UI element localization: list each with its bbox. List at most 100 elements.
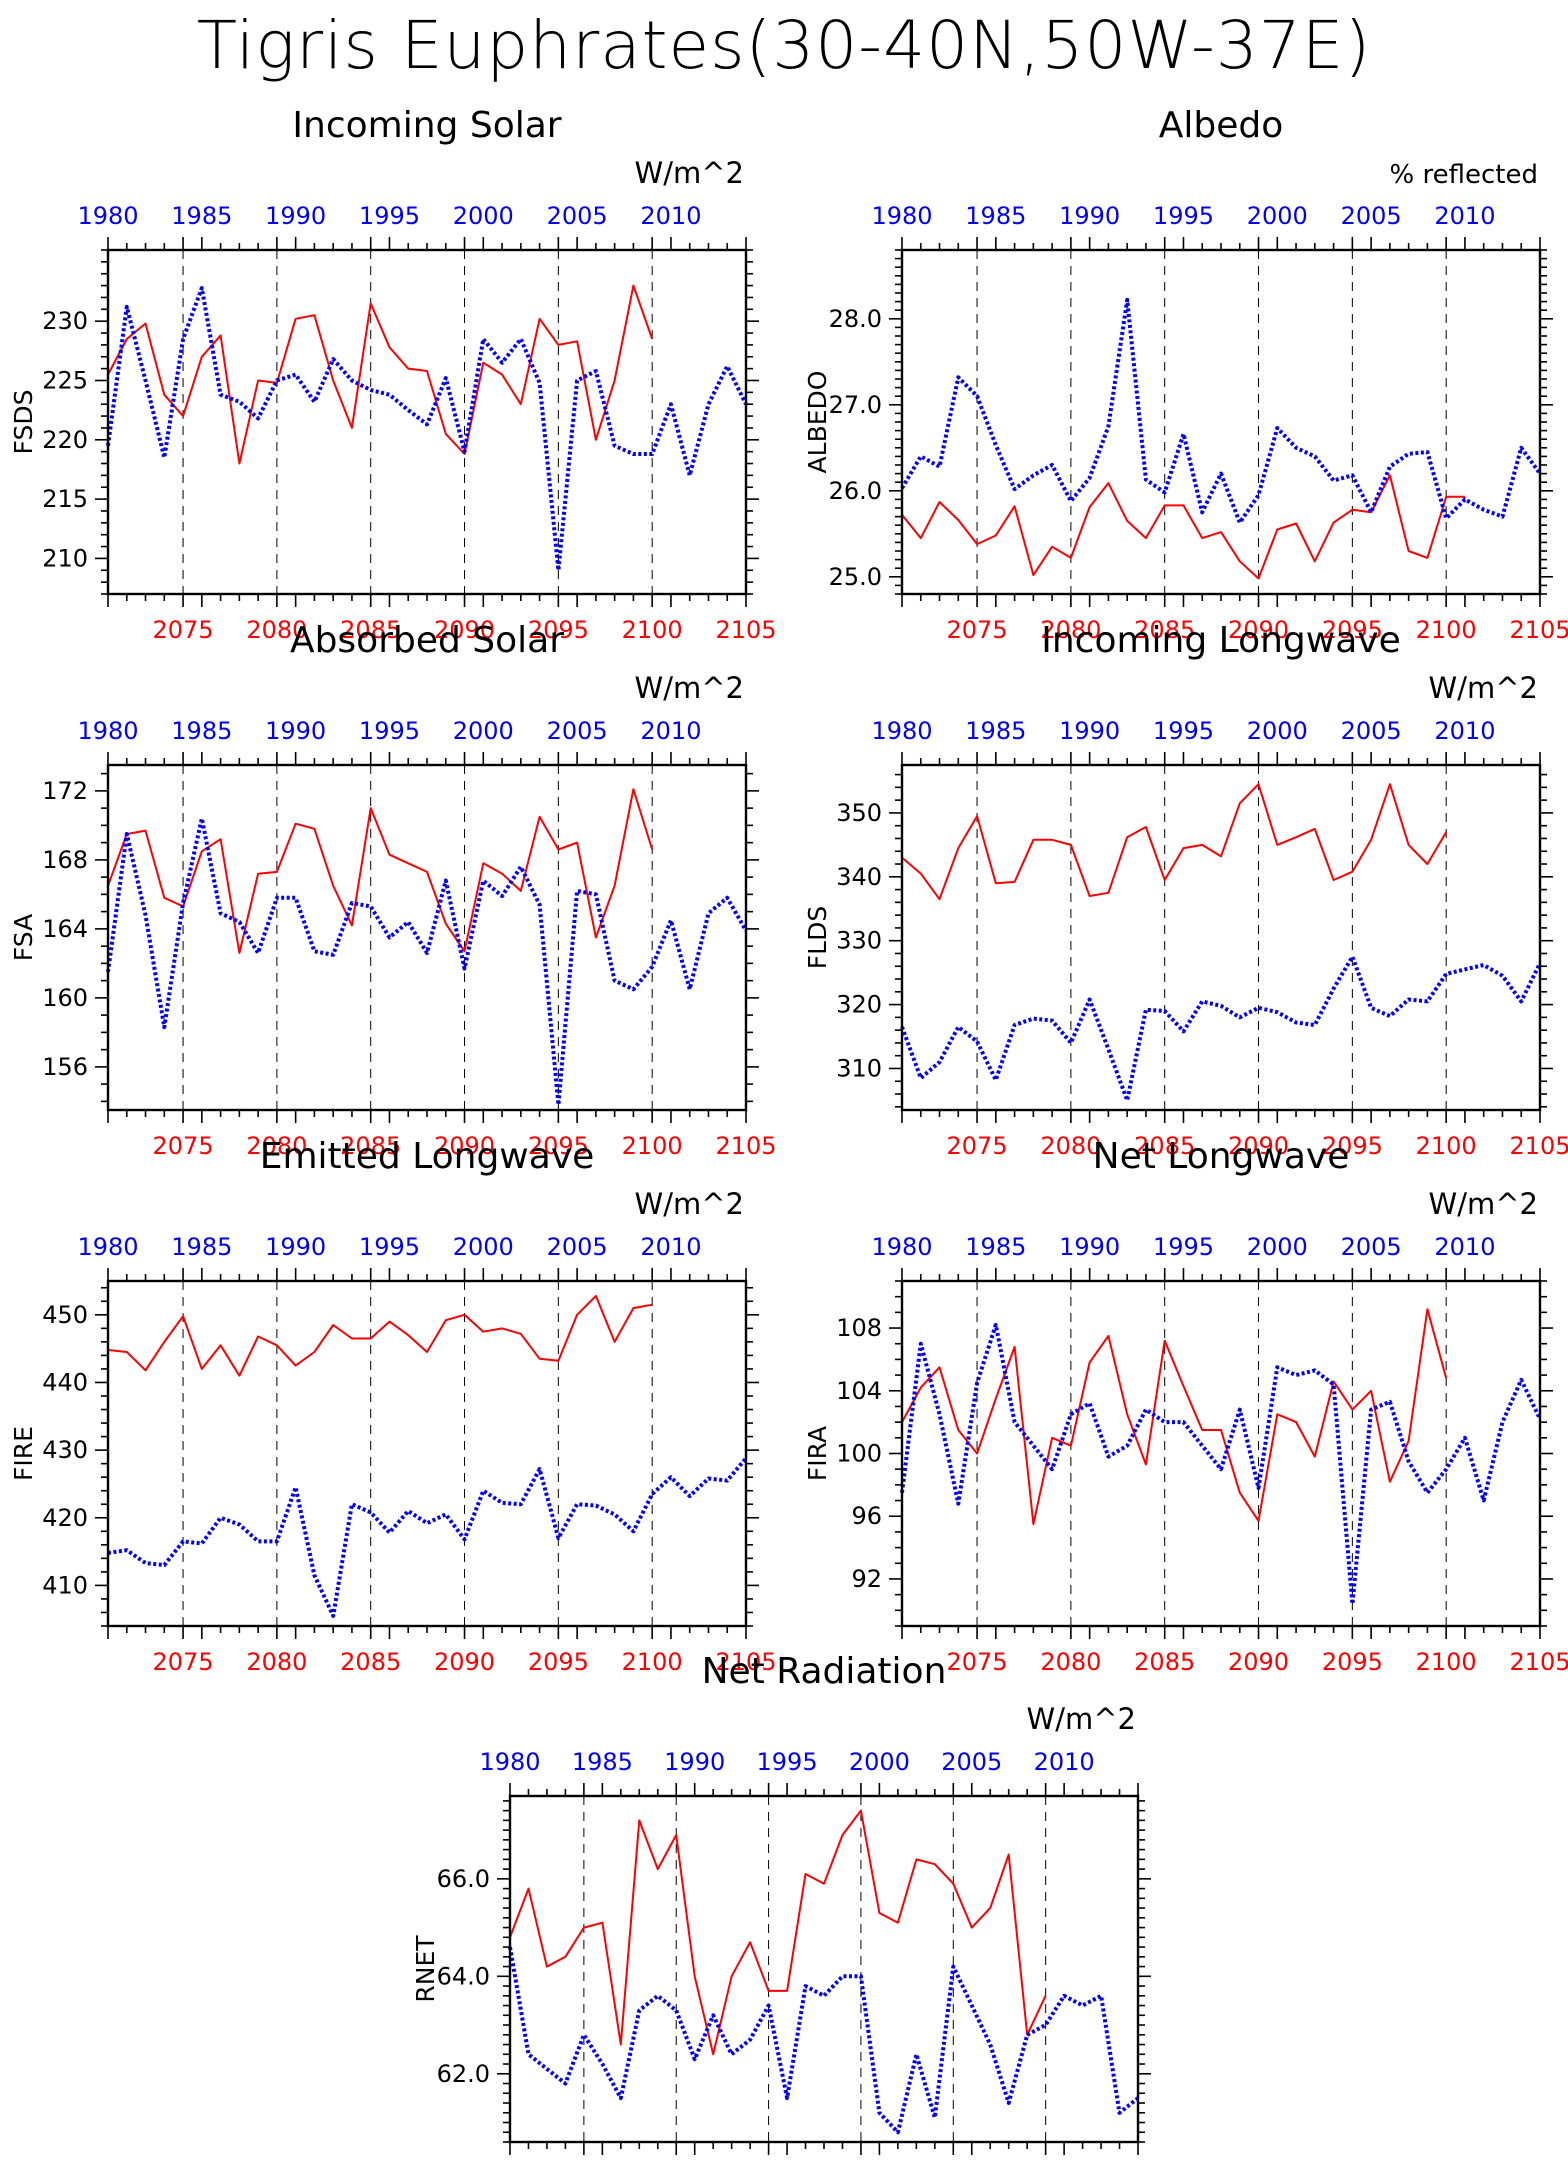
x-tick-label-top: 1980 [77,1233,138,1261]
y-tick-label: 172 [42,777,88,805]
x-tick-label-top: 1980 [77,717,138,745]
y-tick-label: 64.0 [437,1962,490,1990]
future-series-line [107,284,654,465]
y-tick-label: 66.0 [437,1865,490,1893]
x-tick-label-bottom: 2080 [246,1132,307,1160]
x-tick-label-bottom: 2095 [528,616,589,644]
x-tick-label-top: 1985 [171,717,232,745]
historical-series-line [106,816,748,1107]
x-tick-label-top: 2000 [1247,202,1308,230]
x-tick-label-top: 1980 [871,1233,932,1261]
x-tick-label-top: 2010 [640,1233,701,1261]
y-tick-label: 330 [836,927,882,955]
x-tick-label-top: 1985 [171,1233,232,1261]
panel-incoming-longwave: Incoming Longwave W/m^2 FLDS 2075 2080 2085 20… [803,620,1568,1160]
x-tick-label-bottom: 2080 [1040,1648,1101,1676]
x-tick-label-bottom: 2095 [1322,1648,1383,1676]
x-tick-label-top: 2010 [1434,202,1495,230]
y-tick-label: 440 [42,1368,88,1396]
y-axis-label: ALBEDO [803,371,832,474]
x-tick-label-top: 1985 [572,1748,633,1776]
y-tick-label: 215 [42,485,88,513]
x-tick-label-bottom: 2080 [1040,616,1101,644]
x-tick-label-bottom: 2080 [246,616,307,644]
future-series-line [901,474,1465,580]
x-tick-label-bottom: 2105 [715,616,776,644]
x-tick-label-top: 2010 [640,717,701,745]
x-tick-label-top: 1990 [1059,202,1120,230]
y-axis-label: FSA [9,914,38,961]
x-tick-label-bottom: 2085 [1134,1132,1195,1160]
panel-title: Incoming Solar [292,105,561,146]
x-tick-label-bottom: 2085 [340,616,401,644]
historical-series-line [107,1456,748,1618]
panel-title: Incoming Longwave [1041,620,1401,661]
x-tick-label-top: 2010 [1434,1233,1495,1261]
y-tick-label: 160 [42,984,88,1012]
x-tick-label-top: 2005 [1341,202,1402,230]
x-tick-label-top: 1990 [265,202,326,230]
x-tick-label-bottom: 2095 [528,1648,589,1676]
y-axis-label: RNET [411,1935,440,2003]
x-tick-label-bottom: 2075 [153,616,214,644]
plot-frame [106,763,748,1112]
panel-title: Net Radiation [702,1651,947,1692]
y-tick-label: 96 [851,1502,882,1530]
plot-frame [900,248,1542,596]
x-tick-label-bottom: 2105 [1509,1648,1568,1676]
x-tick-label-top: 1990 [265,717,326,745]
x-tick-label-bottom: 2090 [434,1132,495,1160]
x-tick-label-bottom: 2105 [715,1648,776,1676]
x-tick-label-bottom: 2100 [622,616,683,644]
x-tick-label-top: 2010 [1034,1748,1095,1776]
y-tick-label: 225 [42,366,88,394]
x-tick-label-top: 1995 [1153,202,1214,230]
y-axis-label: FLDS [803,906,832,969]
x-tick-label-bottom: 2090 [434,616,495,644]
x-tick-label-bottom: 2095 [528,1132,589,1160]
historical-series-line [900,1322,1542,1606]
panel-title: Net Longwave [1093,1136,1350,1177]
plot-frame [900,763,1542,1112]
x-tick-label-bottom: 2075 [947,616,1008,644]
y-tick-label: 62.0 [437,2060,490,2088]
y-tick-label: 25.0 [829,563,882,591]
y-tick-label: 27.0 [829,391,882,419]
x-tick-label-bottom: 2105 [715,1132,776,1160]
x-tick-label-top: 1985 [965,202,1026,230]
y-tick-label: 168 [42,846,88,874]
x-tick-label-bottom: 2075 [947,1132,1008,1160]
x-tick-label-top: 1995 [359,717,420,745]
units-label: W/m^2 [635,156,744,190]
x-tick-label-top: 2005 [941,1748,1002,1776]
x-tick-label-bottom: 2085 [340,1648,401,1676]
y-tick-label: 310 [836,1054,882,1082]
x-tick-label-bottom: 2105 [1509,1132,1568,1160]
y-tick-label: 450 [42,1301,88,1329]
y-tick-label: 340 [836,863,882,891]
y-tick-label: 92 [851,1565,882,1593]
x-tick-label-top: 2000 [453,717,514,745]
future-series-line [107,1294,653,1377]
historical-series-line [508,1946,1140,2135]
units-label: W/m^2 [635,1187,744,1221]
y-tick-label: 100 [836,1440,882,1468]
panels: Incoming Solar W/m^2 FSDS 2075 2080 2085 2090 2… [9,105,1568,2155]
x-tick-label-top: 1980 [479,1748,540,1776]
y-axis-label: FIRA [803,1426,832,1481]
x-tick-label-top: 1995 [757,1748,818,1776]
x-tick-label-top: 2005 [547,717,608,745]
x-tick-label-bottom: 2085 [340,1132,401,1160]
x-tick-label-bottom: 2090 [1228,616,1289,644]
x-tick-label-bottom: 2100 [1416,1132,1477,1160]
panel-albedo: Albedo % reflected ALBEDO 2075 2080 2085 2090 2… [803,105,1568,644]
panel-incoming-solar: Incoming Solar W/m^2 FSDS 2075 2080 2085 2090 2… [9,105,777,644]
units-label: W/m^2 [1027,1702,1136,1736]
x-tick-label-top: 2010 [1434,717,1495,745]
x-tick-label-bottom: 2095 [1322,616,1383,644]
units-label: % reflected [1390,160,1538,190]
y-tick-label: 220 [42,426,88,454]
x-tick-label-top: 1995 [1153,717,1214,745]
panel-absorbed-solar: Absorbed Solar W/m^2 FSA 2075 2080 2085 2090 20… [9,620,777,1160]
